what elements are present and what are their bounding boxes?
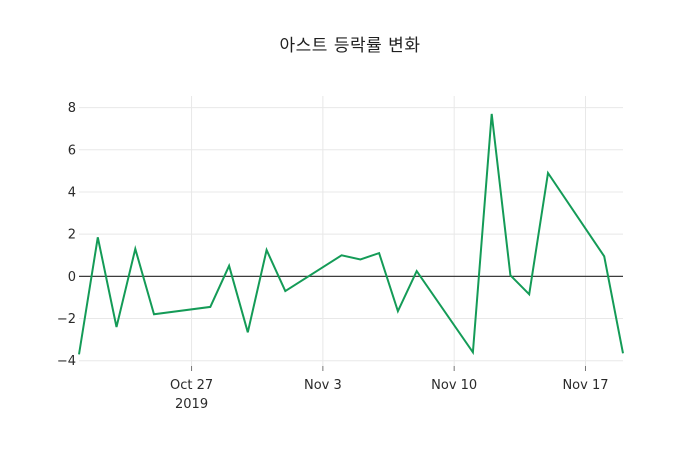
y-tick-label: 0 <box>68 270 76 285</box>
x-tick-label: Oct 27 <box>170 378 213 393</box>
y-tick-label: 8 <box>68 101 76 116</box>
x-tick-sublabel: 2019 <box>175 397 208 412</box>
y-tick-label: 4 <box>68 185 76 200</box>
x-tick-label: Nov 17 <box>562 378 608 393</box>
x-tick-label: Nov 3 <box>304 378 342 393</box>
y-tick-label: 2 <box>68 228 76 243</box>
chart-title: 아스트 등락률 변화 <box>279 36 421 56</box>
x-tick-label: Nov 10 <box>431 378 477 393</box>
y-tick-label: −4 <box>57 354 76 369</box>
series-line <box>78 113 624 356</box>
y-tick-label: 6 <box>68 143 76 158</box>
y-tick-label: −2 <box>57 312 76 327</box>
